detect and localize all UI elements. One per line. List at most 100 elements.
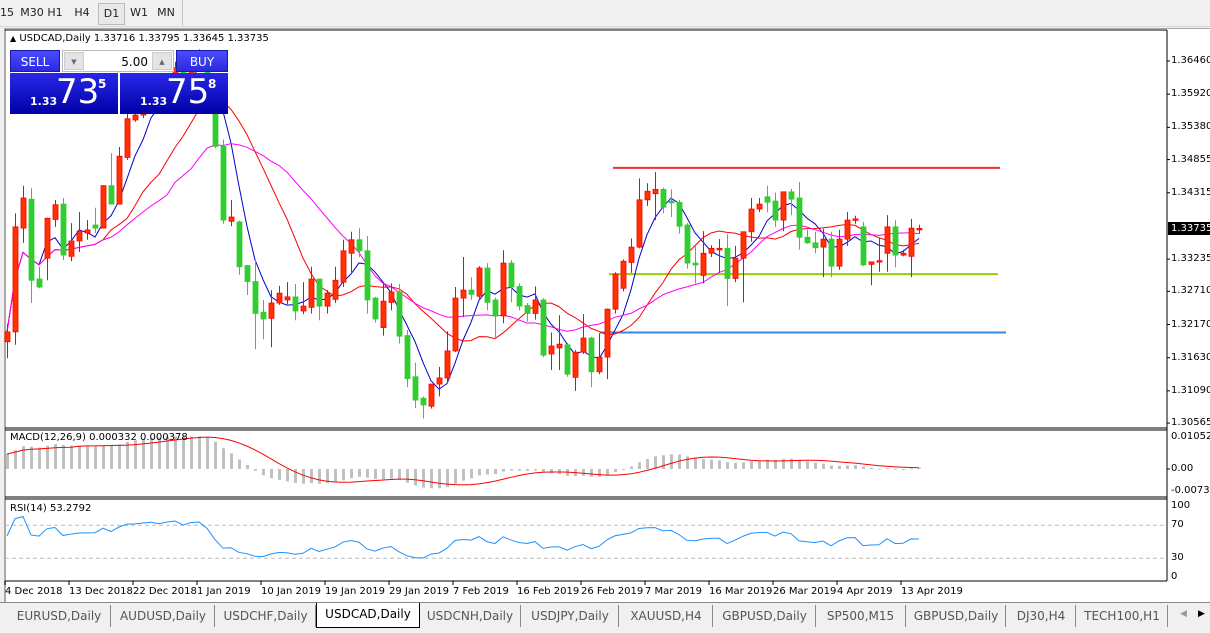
- tab-eurusd-daily[interactable]: EURUSD,Daily: [8, 605, 111, 627]
- tab-sp500-m15[interactable]: SP500,M15: [816, 605, 906, 627]
- tab-gbpusd-daily[interactable]: GBPUSD,Daily: [907, 605, 1006, 627]
- macd-histogram-bar: [294, 469, 297, 483]
- candle-bear: [404, 335, 411, 379]
- timeframe-h4-button[interactable]: H4: [74, 6, 90, 19]
- macd-histogram-bar: [390, 469, 393, 479]
- macd-histogram-bar: [254, 469, 257, 471]
- candle-bull: [476, 267, 483, 297]
- buy-button[interactable]: BUY: [176, 50, 228, 72]
- macd-histogram-bar: [662, 455, 665, 469]
- candle-bull: [332, 279, 339, 300]
- macd-histogram-bar: [398, 469, 401, 481]
- lot-size-stepper[interactable]: ▼ ▲: [62, 50, 174, 73]
- macd-histogram-bar: [646, 459, 649, 469]
- macd-histogram-bar: [382, 469, 385, 480]
- buy-price-prefix: 1.33: [140, 95, 168, 108]
- macd-histogram-bar: [30, 446, 33, 469]
- candle-bull: [548, 345, 555, 355]
- macd-histogram-bar: [230, 453, 233, 469]
- macd-histogram-bar: [174, 436, 177, 469]
- macd-histogram-bar: [430, 469, 433, 489]
- macd-histogram-bar: [734, 462, 737, 469]
- increase-lot-icon[interactable]: ▲: [152, 52, 172, 70]
- date-label: 10 Jan 2019: [261, 586, 321, 597]
- candle-bull: [748, 208, 755, 233]
- macd-histogram-bar: [198, 436, 201, 469]
- candle-bear: [468, 289, 475, 295]
- macd-histogram-bar: [582, 469, 585, 476]
- sell-price-display[interactable]: 1.33 73 5: [10, 72, 118, 114]
- candle-bull: [348, 239, 355, 254]
- macd-histogram-bar: [86, 446, 89, 469]
- price-axis-label: 1.31090: [1171, 384, 1210, 396]
- tab-usdjpy-daily[interactable]: USDJPY,Daily: [522, 605, 619, 627]
- price-axis-label: 1.35380: [1171, 121, 1210, 133]
- buy-price-display[interactable]: 1.33 75 8: [120, 72, 228, 114]
- candle-bear: [492, 299, 499, 317]
- candles: [4, 49, 923, 419]
- macd-histogram-bar: [654, 456, 657, 469]
- macd-histogram-bar: [262, 469, 265, 476]
- sell-button[interactable]: SELL: [10, 50, 60, 72]
- macd-histogram-bar: [622, 469, 625, 470]
- candle-bull: [716, 247, 723, 251]
- tab-tech100-h1[interactable]: TECH100,H1: [1077, 605, 1168, 627]
- one-click-trading-panel: SELL ▼ ▲ BUY 1.33 73 5 1.33 75 8: [9, 50, 229, 114]
- candle-bull: [308, 278, 315, 308]
- tab-usdcad-daily[interactable]: USDCAD,Daily: [316, 603, 420, 628]
- lot-size-input[interactable]: [85, 51, 151, 73]
- tab-audusd-daily[interactable]: AUDUSD,Daily: [112, 605, 215, 627]
- macd-histogram-bar: [726, 462, 729, 469]
- candle-bear: [372, 297, 379, 320]
- decrease-lot-icon[interactable]: ▼: [64, 52, 84, 70]
- macd-histogram-bar: [70, 445, 73, 469]
- macd-histogram-bar: [902, 469, 905, 470]
- candle-bull: [388, 291, 395, 303]
- macd-histogram-bar: [238, 459, 241, 469]
- macd-histogram-bar: [110, 445, 113, 469]
- macd-histogram-bar: [838, 465, 841, 469]
- price-axis-label: 1.32710: [1171, 285, 1210, 297]
- rsi-label: RSI(14) 53.2792: [10, 503, 92, 514]
- candle-bear: [564, 344, 571, 375]
- macd-histogram-bar: [526, 469, 529, 471]
- macd-histogram-bar: [414, 469, 417, 486]
- tab-gbpusd-daily[interactable]: GBPUSD,Daily: [714, 605, 816, 627]
- timeframe-m30-button[interactable]: M30: [20, 6, 44, 19]
- scroll-tabs-left-icon[interactable]: ◀: [1180, 609, 1187, 619]
- collapse-triangle-icon[interactable]: ▲: [10, 34, 17, 43]
- candle-bear: [244, 265, 251, 282]
- macd-histogram-bar: [870, 467, 873, 469]
- macd-histogram-bar: [790, 458, 793, 469]
- price-axis-label: 1.32170: [1171, 318, 1210, 330]
- candle-bull: [652, 188, 659, 195]
- timeframe-h1-button[interactable]: H1: [47, 6, 63, 19]
- candle-bull: [84, 229, 91, 234]
- candle-bull: [12, 226, 19, 333]
- sell-price-pips: 73: [56, 72, 100, 112]
- candle-bull: [884, 226, 891, 254]
- macd-histogram-bar: [310, 469, 313, 484]
- candle-bear: [772, 200, 779, 221]
- scroll-tabs-right-icon[interactable]: ▶: [1198, 609, 1205, 619]
- tab-usdcnh-daily[interactable]: USDCNH,Daily: [420, 605, 521, 627]
- timeframe-w1-button[interactable]: W1: [130, 6, 148, 19]
- date-label: 16 Mar 2019: [709, 586, 773, 597]
- candle-bear: [236, 221, 243, 268]
- timeframe-d1-button[interactable]: D1: [98, 3, 125, 25]
- candle-bull: [380, 300, 387, 328]
- candle-bull: [820, 238, 827, 248]
- timeframe-m15-button[interactable]: 15: [0, 6, 14, 19]
- macd-axis-max: 0.010525: [1171, 431, 1210, 442]
- macd-histogram-bar: [446, 469, 449, 488]
- candle-bull: [428, 383, 435, 407]
- sell-price-prefix: 1.33: [30, 95, 58, 108]
- tab-dj30-h4[interactable]: DJ30,H4: [1007, 605, 1076, 627]
- candle-bear: [316, 278, 323, 307]
- macd-histogram-bar: [590, 469, 593, 477]
- timeframe-mn-button[interactable]: MN: [157, 6, 175, 19]
- tab-xauusd-h4[interactable]: XAUUSD,H4: [620, 605, 713, 627]
- tab-usdchf-daily[interactable]: USDCHF,Daily: [216, 605, 316, 627]
- rsi-axis-30: 30: [1171, 552, 1184, 563]
